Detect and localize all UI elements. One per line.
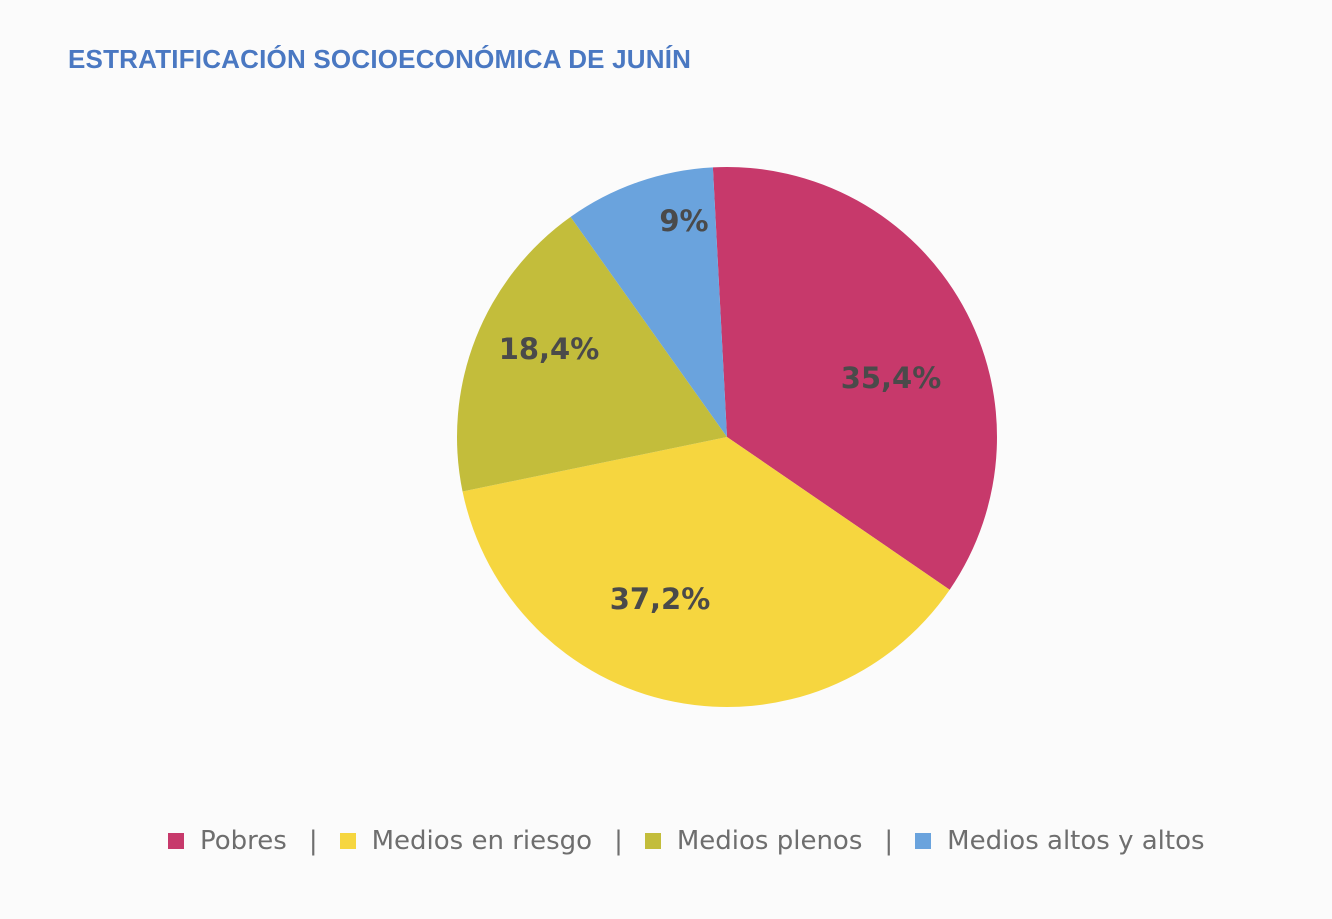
legend-swatch [644,833,661,849]
legend-swatch [339,833,356,849]
slice-data-label: 18,4% [499,332,600,366]
legend-item: Medios en riesgo [339,826,593,856]
legend-item: Medios plenos [644,826,863,856]
legend-label: Medios plenos [676,826,863,856]
legend-separator: | [614,826,623,856]
legend-swatch [168,833,184,849]
pie-slice-medios-plenos [456,216,727,492]
legend-label: Medios en riesgo [371,826,593,856]
legend: Pobres | Medios en riesgo | Medios plenos | Me… [168,826,1205,856]
legend-separator: | [308,826,318,856]
slice-data-label: 9% [659,204,708,238]
legend-item: Medios altos y altos [915,826,1205,856]
legend-swatch [915,833,932,849]
pie-slice-medios-altos-y-altos [570,167,727,437]
chart-title: ESTRATIFICACIÓN SOCIOECONÓMICA DE JUNÍN [68,44,692,74]
legend-separator: | [884,826,894,856]
legend-item: Pobres [168,826,287,856]
slice-data-label: 35,4% [841,361,942,395]
pie-slice-medios-en-riesgo [462,437,950,708]
slice-data-label: 37,2% [610,582,711,616]
legend-label: Pobres [200,826,287,856]
pie-slice-pobres [712,167,998,590]
legend-label: Medios altos y altos [947,826,1205,856]
